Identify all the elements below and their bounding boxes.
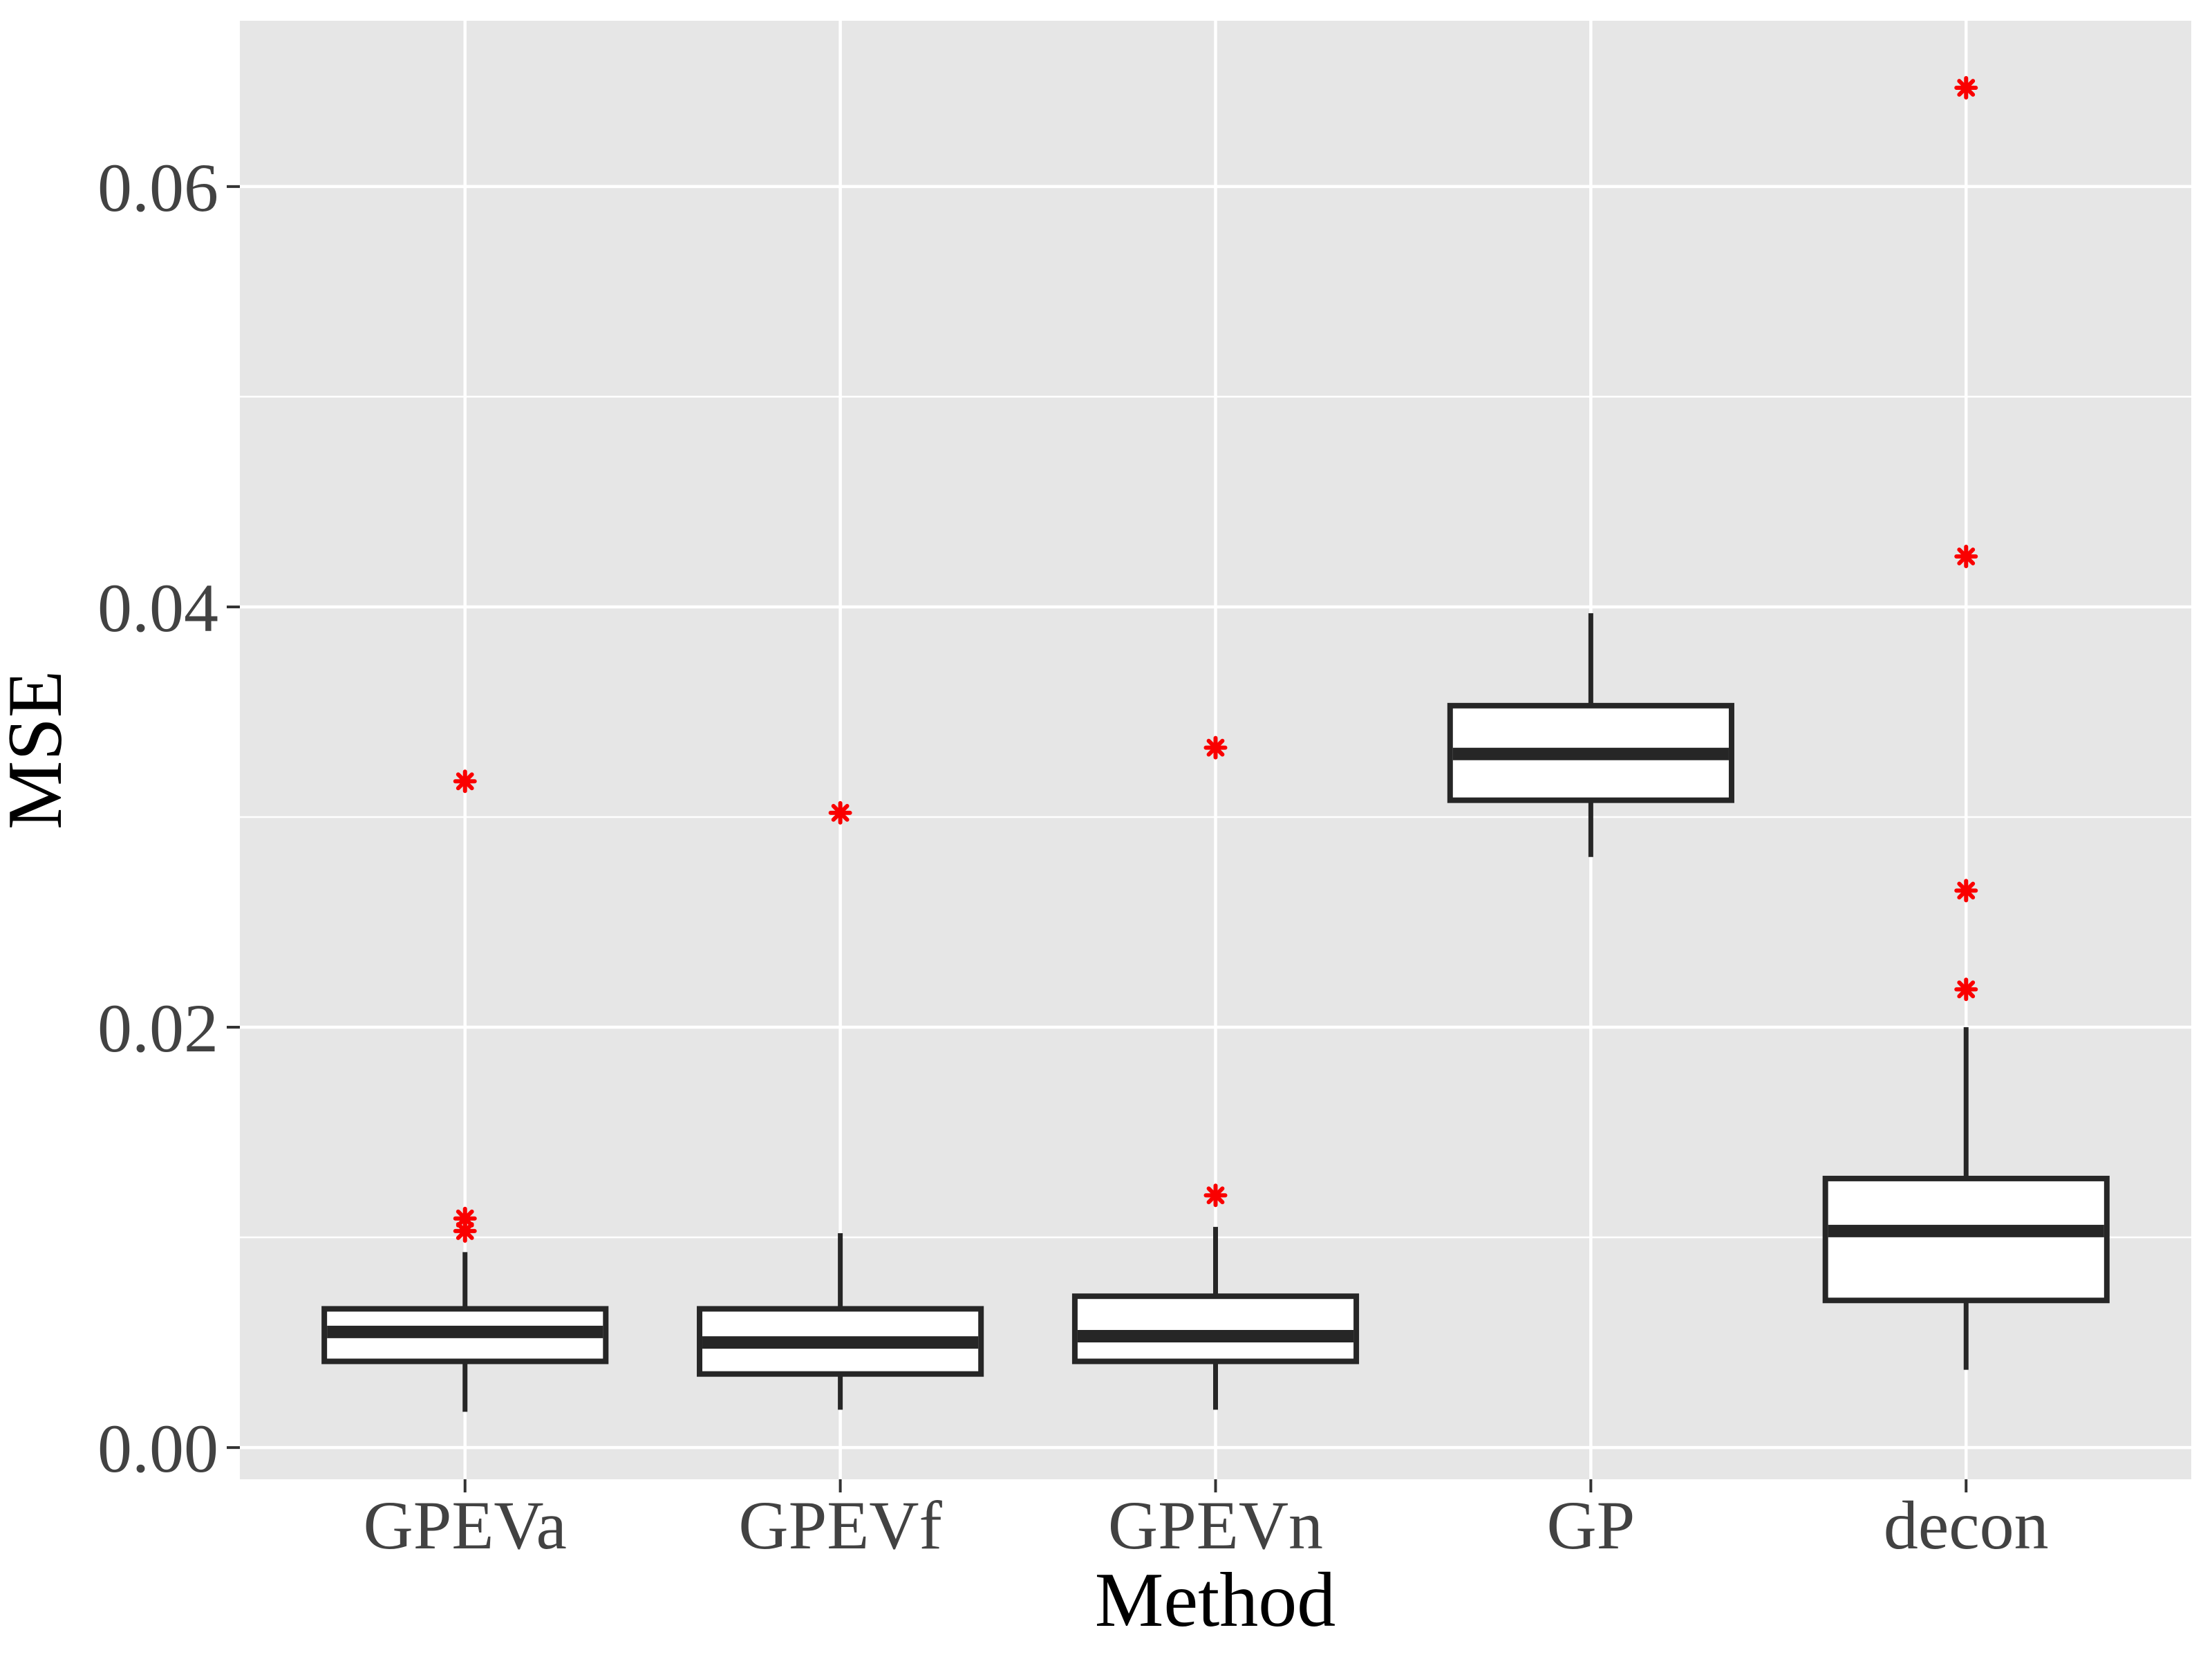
outlier-star-icon: [1954, 879, 1978, 903]
y-tick-label: 0.06: [97, 149, 218, 226]
x-tick-label: GPEVa: [364, 1487, 567, 1564]
outlier-star-icon: [453, 769, 477, 794]
outlier-star-icon: [1203, 735, 1228, 760]
outlier-star-icon: [1954, 75, 1978, 100]
box-iqr: [1071, 1293, 1360, 1365]
axes: 0.00 0.02 0.04 0.06 GPEVa GPEVf GPEVn GP decon: [97, 149, 2049, 1564]
x-axis-title: Method: [1095, 1557, 1335, 1643]
outlier-star-icon: [828, 800, 852, 825]
boxplots: [321, 75, 2110, 1412]
outlier-star-icon: [1203, 1183, 1228, 1208]
outlier-star-icon: [453, 1206, 477, 1230]
outlier-star-icon: [1954, 977, 1978, 1002]
x-tick-label: GPEVn: [1108, 1487, 1323, 1564]
x-tick-label: GP: [1546, 1487, 1635, 1564]
y-axis-title: MSE: [0, 671, 78, 830]
y-tick-label: 0.02: [97, 990, 218, 1067]
x-tick-label: decon: [1884, 1487, 2049, 1564]
outlier-star-icon: [453, 1219, 477, 1243]
outlier-star-icon: [1954, 544, 1978, 568]
y-tick-label: 0.04: [97, 570, 218, 646]
box-iqr: [1822, 1175, 2110, 1304]
x-tick-label: GPEVf: [738, 1487, 942, 1564]
y-tick-label: 0.00: [97, 1410, 218, 1487]
